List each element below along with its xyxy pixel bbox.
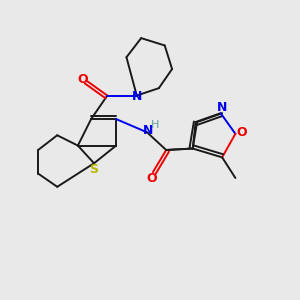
Text: S: S xyxy=(90,163,99,176)
Text: O: O xyxy=(237,126,247,139)
Text: O: O xyxy=(146,172,157,185)
Text: N: N xyxy=(132,91,142,103)
Text: O: O xyxy=(78,73,88,86)
Text: H: H xyxy=(151,120,160,130)
Text: N: N xyxy=(143,124,153,137)
Text: N: N xyxy=(217,101,227,114)
